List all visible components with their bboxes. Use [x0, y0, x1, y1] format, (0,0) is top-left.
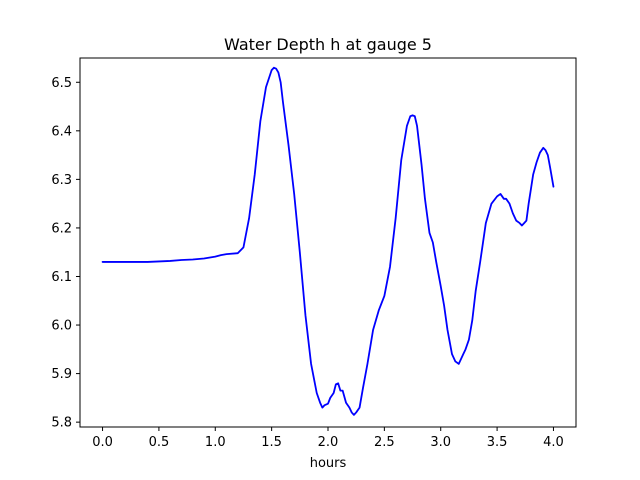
y-axis-ticks: 5.8 5.9 6.0 6.1 6.2 6.3 6.4 6.5: [51, 76, 80, 431]
x-tick-label: 2.0: [318, 435, 339, 450]
x-tick-label: 0.5: [149, 435, 170, 450]
x-axis-label: hours: [310, 456, 347, 471]
x-tick-label: 0.0: [92, 435, 113, 450]
x-tick-label: 4.0: [543, 435, 564, 450]
y-tick-label: 6.4: [51, 124, 72, 139]
y-tick-label: 5.9: [51, 367, 72, 382]
axes-frame: [79, 57, 577, 428]
y-tick-label: 5.8: [51, 416, 72, 431]
x-axis-ticks: 0.0 0.5 1.0 1.5 2.0 2.5 3.0 3.5 4.0: [92, 427, 564, 450]
series-line-0: [101, 66, 555, 416]
x-tick-label: 1.5: [261, 435, 282, 450]
plot-area: [101, 66, 555, 416]
y-tick-label: 6.0: [51, 319, 72, 334]
x-tick-label: 3.5: [487, 435, 508, 450]
y-tick-label: 6.1: [51, 270, 72, 285]
x-tick-label: 2.5: [374, 435, 395, 450]
x-tick-label: 1.0: [205, 435, 226, 450]
chart-title: Water Depth h at gauge 5: [224, 35, 432, 54]
x-tick-label: 3.0: [430, 435, 451, 450]
y-tick-label: 6.5: [51, 76, 72, 91]
y-tick-label: 6.3: [51, 173, 72, 188]
y-tick-label: 6.2: [51, 221, 72, 236]
